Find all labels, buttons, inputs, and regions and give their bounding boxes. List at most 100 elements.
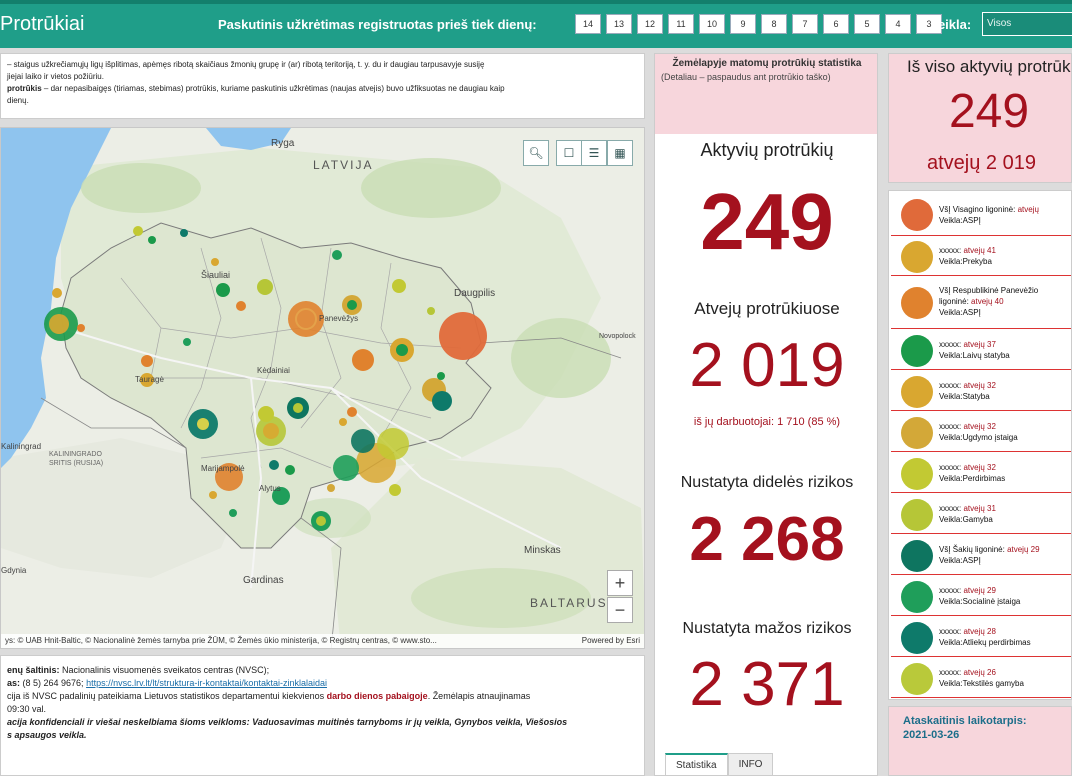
activity-filter-label: Veikla: (930, 17, 972, 32)
outbreak-color-dot (901, 199, 933, 231)
outbreak-text: xxxxx: atvejų 32 Veikla:Perdirbimas (939, 462, 1005, 484)
list-item[interactable]: xxxxx: atvejų 26 Veikla:Tekstilės gamyba (891, 660, 1071, 698)
activity-select[interactable]: Visos (982, 12, 1072, 36)
source-text: Nacionalinis visuomenės sveikatos centra… (59, 665, 270, 675)
zoom-out-button[interactable]: − (607, 597, 633, 623)
outbreak-activity: Veikla:ASPĮ (939, 308, 981, 317)
update-line: cija iš NVSC padalinių pateikiama Lietuv… (7, 690, 638, 703)
outbreak-list[interactable]: VšĮ Visagino ligoninė: atvejų Veikla:ASPĮ… (888, 190, 1072, 700)
day-button-10[interactable]: 10 (699, 14, 725, 34)
update-end: . Žemėlapis atnaujinamas (427, 691, 531, 701)
outbreak-color-dot (901, 663, 933, 695)
outbreak-cases: atvejų 37 (963, 340, 996, 349)
list-item[interactable]: VšĮ Visagino ligoninė: atvejų Veikla:ASPĮ (891, 194, 1071, 236)
outbreak-color-dot (901, 458, 933, 490)
map-label-riga: Ryga (271, 138, 295, 149)
list-item[interactable]: VšĮ Šakių ligoninė: atvejų 29 Veikla:ASPĮ (891, 537, 1071, 575)
map-label-gardinas: Gardinas (243, 575, 284, 586)
phone-text: (8 5) 264 9676; (20, 678, 87, 688)
source-label: enų šaltinis: (7, 665, 60, 675)
list-item[interactable]: xxxxx: atvejų 31 Veikla:Gamyba (891, 496, 1071, 534)
map-label-marijampole: Marijampolė (201, 464, 245, 473)
day-button-6[interactable]: 6 (823, 14, 849, 34)
description-panel: – staigus užkrečiamųjų ligų išplitimas, … (0, 53, 645, 119)
list-item[interactable]: xxxxx: atvejų 29 Veikla:Socialinė įstaiga (891, 578, 1071, 616)
list-item[interactable]: xxxxx: atvejų 37 Veikla:Laivų statyba (891, 332, 1071, 370)
map-label-minskas: Minskas (524, 545, 561, 556)
outbreak-activity: Veikla:Gamyba (939, 515, 993, 524)
day-button-4[interactable]: 4 (885, 14, 911, 34)
description-line-3-text: – dar nepasibaigęs (tiriamas, stebimas) … (41, 84, 505, 93)
list-icon: ☰ (588, 146, 600, 160)
list-item[interactable]: xxxxx: atvejų 32 Veikla:Perdirbimas (891, 455, 1071, 493)
zoom-in-button[interactable]: + (607, 570, 633, 596)
day-button-5[interactable]: 5 (854, 14, 880, 34)
tab-info[interactable]: INFO (727, 753, 774, 775)
map-label-baltarusija: BALTARUSIJA (530, 596, 631, 610)
day-button-8[interactable]: 8 (761, 14, 787, 34)
outbreak-activity: Veikla:Socialinė įstaiga (939, 597, 1021, 606)
tab-statistika[interactable]: Statistika (665, 753, 728, 775)
outbreak-text: xxxxx: atvejų 32 Veikla:Statyba (939, 380, 996, 402)
confidential-line-2: s apsaugos veikla. (7, 730, 87, 740)
map-label-siauliai: Šiauliai (201, 270, 231, 280)
map-label-gdynia: Gdynia (1, 566, 27, 575)
map-label-latvija: LATVIJA (313, 158, 374, 172)
list-item[interactable]: xxxxx: atvejų 41 Veikla:Prekyba (891, 238, 1071, 276)
outbreak-name: xxxxx: (939, 422, 962, 431)
outbreak-name-2: ligoninė: (939, 297, 969, 306)
cases-label: Atvejų protrūkiuose (694, 299, 840, 318)
basemap-tool-button[interactable]: ▦ (607, 140, 633, 166)
reporting-period-value: 2021-03-26 (903, 729, 960, 741)
outbreak-name: VšĮ Visagino ligoninė: (939, 205, 1016, 214)
outbreak-name: xxxxx: (939, 627, 962, 636)
total-active-value: 249 (948, 85, 1030, 138)
outbreak-cases: atvejų 40 (971, 297, 1004, 306)
bookmarks-tool-button[interactable]: ☐ (556, 140, 582, 166)
day-button-9[interactable]: 9 (730, 14, 756, 34)
map-attribution: ys: © UAB Hnit-Baltic, © Nacionalinė žem… (1, 634, 644, 648)
map-label-alytus: Alytus (259, 484, 281, 493)
attribution-text: ys: © UAB Hnit-Baltic, © Nacionalinė žem… (5, 636, 437, 645)
total-cases-value: atvejų 2 019 (927, 152, 1036, 174)
list-item[interactable]: VšĮ Respublikinė Panevėžio ligoninė: atve… (891, 279, 1071, 329)
active-outbreaks-value: 249 (700, 177, 834, 266)
list-item[interactable]: xxxxx: atvejų 32 Veikla:Ugdymo įstaiga (891, 414, 1071, 452)
day-button-7[interactable]: 7 (792, 14, 818, 34)
contacts-link[interactable]: https://nvsc.lrv.lt/lt/struktura-ir-kont… (86, 678, 327, 688)
search-icon: 🔍︎ (528, 146, 544, 160)
map-label-kaliningrad: KALININGRADO SRITIS (RUSIJA) (49, 451, 104, 467)
outbreak-text: xxxxx: atvejų 28 Veikla:Atliekų perdirbim… (939, 626, 1031, 648)
outbreak-activity: Veikla:Tekstilės gamyba (939, 679, 1024, 688)
powered-by-esri[interactable]: Powered by Esri (581, 636, 640, 645)
outbreak-cases: atvejų 31 (963, 504, 996, 513)
day-button-14[interactable]: 14 (575, 14, 601, 34)
outbreak-name: xxxxx: (939, 668, 962, 677)
employees-subtext: iš jų darbuotojai: 1 710 (85 %) (693, 416, 841, 428)
map-label-taurage: Tauragė (135, 375, 164, 384)
high-risk-label: Nustatyta didelės rizikos (680, 474, 854, 491)
day-button-13[interactable]: 13 (606, 14, 632, 34)
outbreak-activity: Veikla:Atliekų perdirbimas (939, 638, 1031, 647)
app-title: Protrūkiai (0, 13, 85, 35)
list-item[interactable]: xxxxx: atvejų 28 Veikla:Atliekų perdirbim… (891, 619, 1071, 657)
day-button-11[interactable]: 11 (668, 14, 694, 34)
description-line-3: protrūkis – dar nepasibaigęs (tiriamas, … (7, 83, 638, 95)
statistics-header: Žemėlapyje matomų protrūkių statistika (… (655, 54, 877, 134)
search-tool-button[interactable]: 🔍︎ (523, 140, 549, 166)
active-outbreaks-label: Aktyvių protrūkių (700, 140, 834, 160)
outbreak-cases: atvejų 28 (963, 627, 996, 636)
panel-tabs: Statistika INFO (665, 753, 774, 775)
update-highlight: darbo dienos pabaigoje (326, 691, 428, 701)
day-button-12[interactable]: 12 (637, 14, 663, 34)
outbreak-map[interactable]: Ryga LATVIJA Šiauliai Daugpilis Panevėžy… (0, 127, 645, 649)
outbreak-name: xxxxx: (939, 463, 962, 472)
map-label-panevezys: Panevėžys (319, 314, 359, 323)
legend-tool-button[interactable]: ☰ (581, 140, 607, 166)
list-item[interactable]: xxxxx: atvejų 32 Veikla:Statyba (891, 373, 1071, 411)
description-line-1: – staigus užkrečiamųjų ligų išplitimas, … (7, 60, 485, 69)
outbreak-activity: Veikla:Prekyba (939, 257, 992, 266)
outbreak-name: xxxxx: (939, 586, 962, 595)
map-label-kaliningrad-city: Kaliningrad (1, 442, 42, 451)
day-button-3[interactable]: 3 (916, 14, 942, 34)
